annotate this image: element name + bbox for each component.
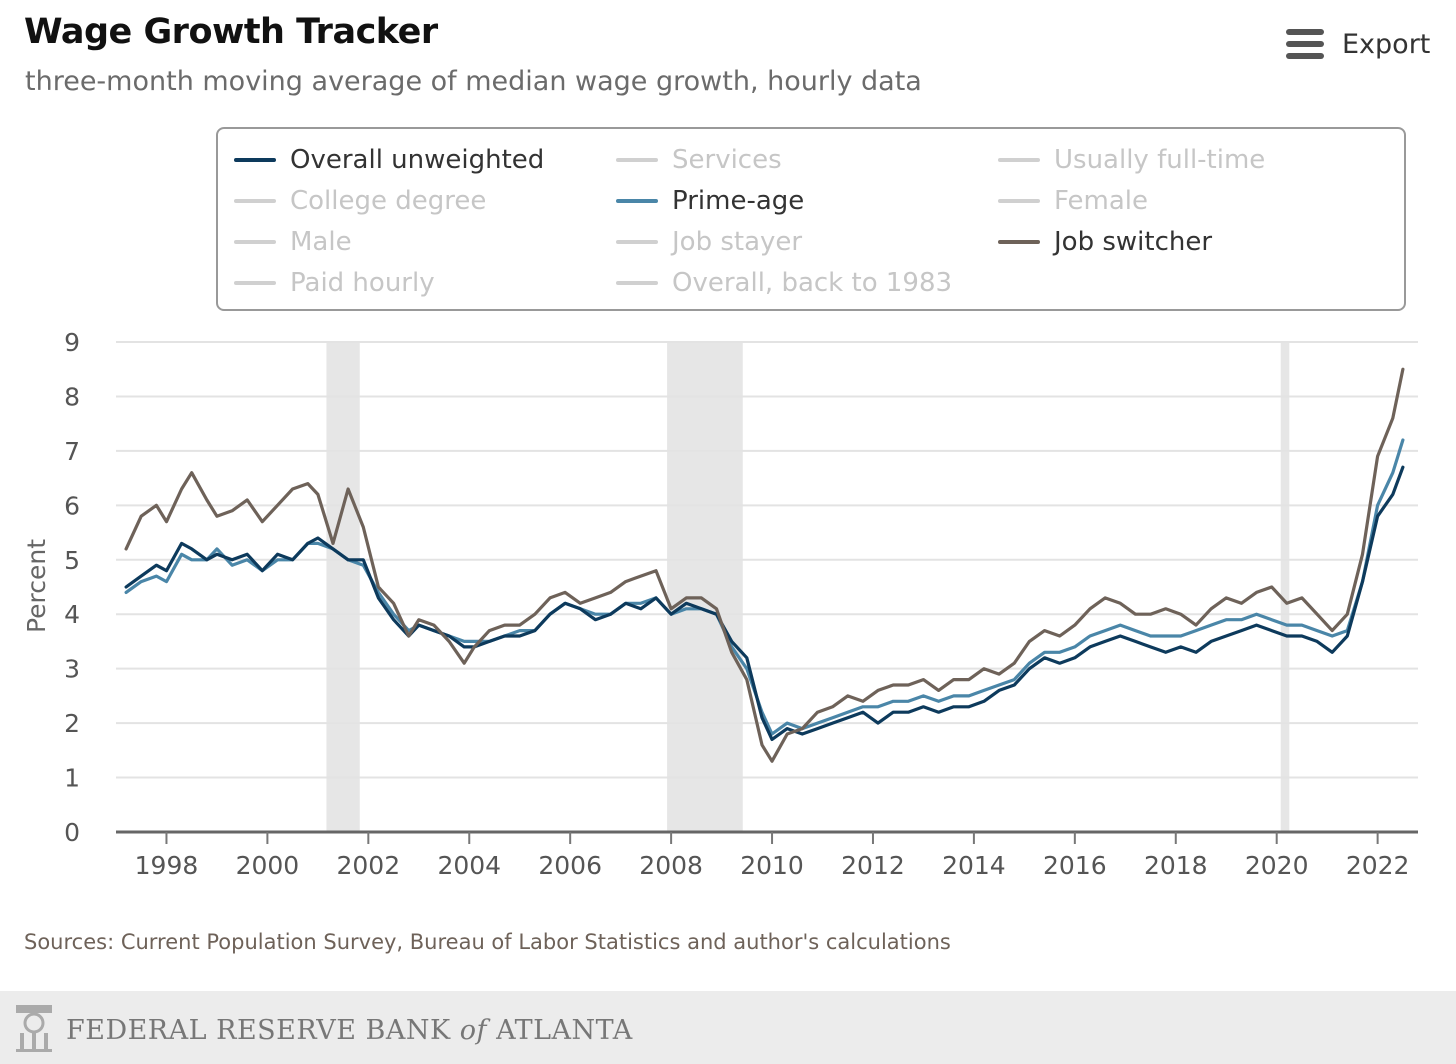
legend-item-paid-hourly[interactable]: Paid hourly bbox=[234, 268, 435, 298]
y-tick-label: 8 bbox=[64, 382, 80, 411]
x-tick-label: 2000 bbox=[236, 851, 300, 880]
chart-legend: Overall unweighted Services Usually full… bbox=[216, 127, 1406, 311]
legend-label: Usually full-time bbox=[1054, 145, 1266, 175]
legend-label: Paid hourly bbox=[290, 268, 435, 298]
legend-swatch bbox=[616, 240, 658, 244]
legend-swatch bbox=[234, 281, 276, 285]
footer-text-of: of bbox=[459, 1015, 488, 1046]
y-tick-label: 7 bbox=[64, 437, 80, 466]
legend-swatch bbox=[998, 199, 1040, 203]
legend-item-prime-age[interactable]: Prime-age bbox=[616, 186, 804, 216]
legend-label: Job switcher bbox=[1054, 227, 1213, 257]
legend-item-college-degree[interactable]: College degree bbox=[234, 186, 486, 216]
export-button[interactable]: Export bbox=[1286, 22, 1430, 66]
grid-lines bbox=[116, 341, 1418, 779]
recession-band bbox=[326, 342, 360, 832]
legend-label: College degree bbox=[290, 186, 487, 216]
x-tick-label: 2018 bbox=[1144, 851, 1208, 880]
series-line-job-switcher bbox=[124, 367, 1405, 763]
legend-swatch bbox=[234, 158, 276, 162]
y-tick-label: 5 bbox=[64, 546, 80, 575]
legend-label: Male bbox=[290, 227, 352, 257]
x-tick-label: 1998 bbox=[135, 851, 199, 880]
legend-swatch bbox=[234, 240, 276, 244]
x-tick-label: 2016 bbox=[1043, 851, 1107, 880]
footer-logo-text: FEDERAL RESERVE BANK of ATLANTA bbox=[66, 1015, 633, 1046]
legend-item-male[interactable]: Male bbox=[234, 227, 352, 257]
series-lines bbox=[124, 367, 1405, 763]
x-tick-label: 2008 bbox=[639, 851, 703, 880]
legend-swatch bbox=[616, 158, 658, 162]
hamburger-menu-icon[interactable] bbox=[1286, 29, 1324, 59]
legend-swatch bbox=[998, 240, 1040, 244]
x-tick-label: 2022 bbox=[1346, 851, 1410, 880]
legend-swatch bbox=[616, 281, 658, 285]
chart-title: Wage Growth Tracker bbox=[24, 12, 438, 52]
legend-label: Services bbox=[672, 145, 782, 175]
y-tick-label: 2 bbox=[64, 709, 80, 738]
x-tick-label: 2012 bbox=[841, 851, 905, 880]
legend-item-usually-full-time[interactable]: Usually full-time bbox=[998, 145, 1265, 175]
legend-label: Job stayer bbox=[672, 227, 803, 257]
chart-subtitle: three-month moving average of median wag… bbox=[25, 66, 922, 97]
legend-item-services[interactable]: Services bbox=[616, 145, 782, 175]
legend-item-job-switcher[interactable]: Job switcher bbox=[998, 227, 1212, 257]
y-tick-label: 1 bbox=[64, 764, 80, 793]
x-tick-label: 2014 bbox=[942, 851, 1006, 880]
legend-item-overall-unweighted[interactable]: Overall unweighted bbox=[234, 145, 544, 175]
footer-text-post: ATLANTA bbox=[487, 1015, 633, 1046]
line-chart[interactable]: 0 1 2 3 4 5 6 7 8 9 1998 2000 2002 2004 2006 2008 2010 20… bbox=[0, 320, 1456, 900]
legend-label: Prime-age bbox=[672, 186, 805, 216]
legend-label: Overall unweighted bbox=[290, 145, 545, 175]
legend-item-job-stayer[interactable]: Job stayer bbox=[616, 227, 802, 257]
recession-band bbox=[667, 342, 743, 832]
y-tick-label: 6 bbox=[64, 491, 80, 520]
legend-swatch bbox=[616, 199, 658, 203]
recession-shading bbox=[326, 342, 1290, 832]
x-tick-label: 2020 bbox=[1245, 851, 1309, 880]
x-tick-label: 2010 bbox=[740, 851, 804, 880]
x-tick-label: 2002 bbox=[337, 851, 401, 880]
y-tick-label: 9 bbox=[64, 328, 80, 357]
legend-label: Female bbox=[1054, 186, 1149, 216]
y-axis-label: Percent bbox=[22, 539, 51, 633]
y-tick-label: 3 bbox=[64, 655, 80, 684]
federal-reserve-seal-icon bbox=[16, 1005, 52, 1052]
legend-swatch bbox=[234, 199, 276, 203]
series-line-overall-unweighted bbox=[124, 465, 1405, 741]
y-tick-label: 0 bbox=[64, 818, 80, 847]
legend-swatch bbox=[998, 158, 1040, 162]
series-line-prime-age bbox=[124, 438, 1405, 736]
legend-item-female[interactable]: Female bbox=[998, 186, 1148, 216]
footer-text-pre: FEDERAL RESERVE BANK bbox=[66, 1015, 460, 1046]
source-note: Sources: Current Population Survey, Bure… bbox=[24, 930, 951, 954]
export-label: Export bbox=[1342, 28, 1431, 60]
x-tick-label: 2006 bbox=[538, 851, 602, 880]
legend-item-overall-back-to-1983[interactable]: Overall, back to 1983 bbox=[616, 268, 952, 298]
x-tick-label: 2004 bbox=[437, 851, 501, 880]
y-tick-label: 4 bbox=[64, 600, 80, 629]
legend-label: Overall, back to 1983 bbox=[672, 268, 953, 298]
axes: 0 1 2 3 4 5 6 7 8 9 1998 2000 2002 2004 2006 2008 2010 20… bbox=[64, 328, 1418, 880]
recession-band bbox=[1280, 342, 1290, 832]
footer-bar: FEDERAL RESERVE BANK of ATLANTA bbox=[0, 991, 1456, 1064]
